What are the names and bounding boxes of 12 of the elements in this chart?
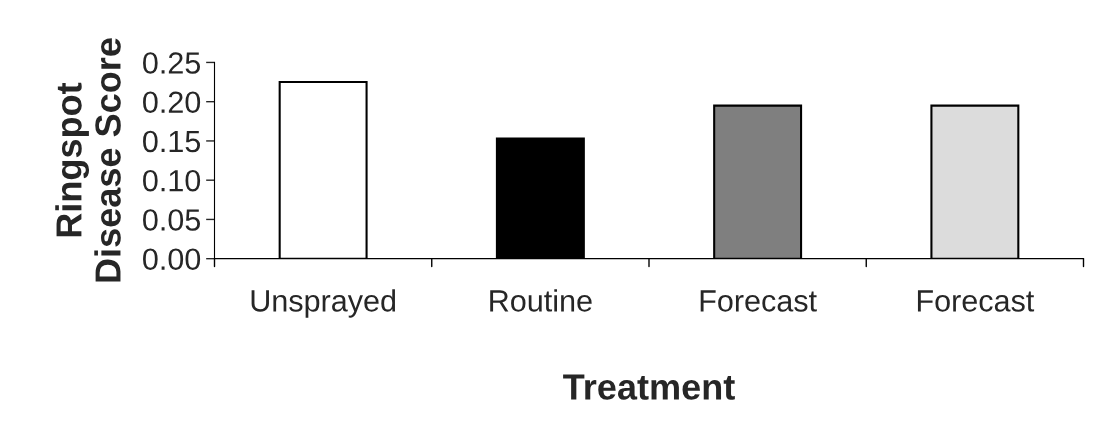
y-tick-label: 0.05 [143, 209, 201, 231]
x-tick-label: Routine [490, 289, 592, 312]
x-tick-label: Unsprayed [251, 289, 396, 318]
y-tick-label: 0.20 [143, 91, 201, 114]
y-axis-title: Ringspot Disease Score [55, 38, 121, 282]
y-tick-label: 0.10 [143, 169, 201, 192]
x-tick-label: Forecast [917, 290, 1035, 312]
y-tick-label: 0.00 [143, 248, 201, 271]
x-axis-title: Treatment [563, 374, 735, 400]
x-tick-label: Forecast [700, 290, 817, 312]
y-tick-label: 0.15 [143, 130, 201, 153]
y-tick-label: 0.25 [143, 52, 201, 74]
